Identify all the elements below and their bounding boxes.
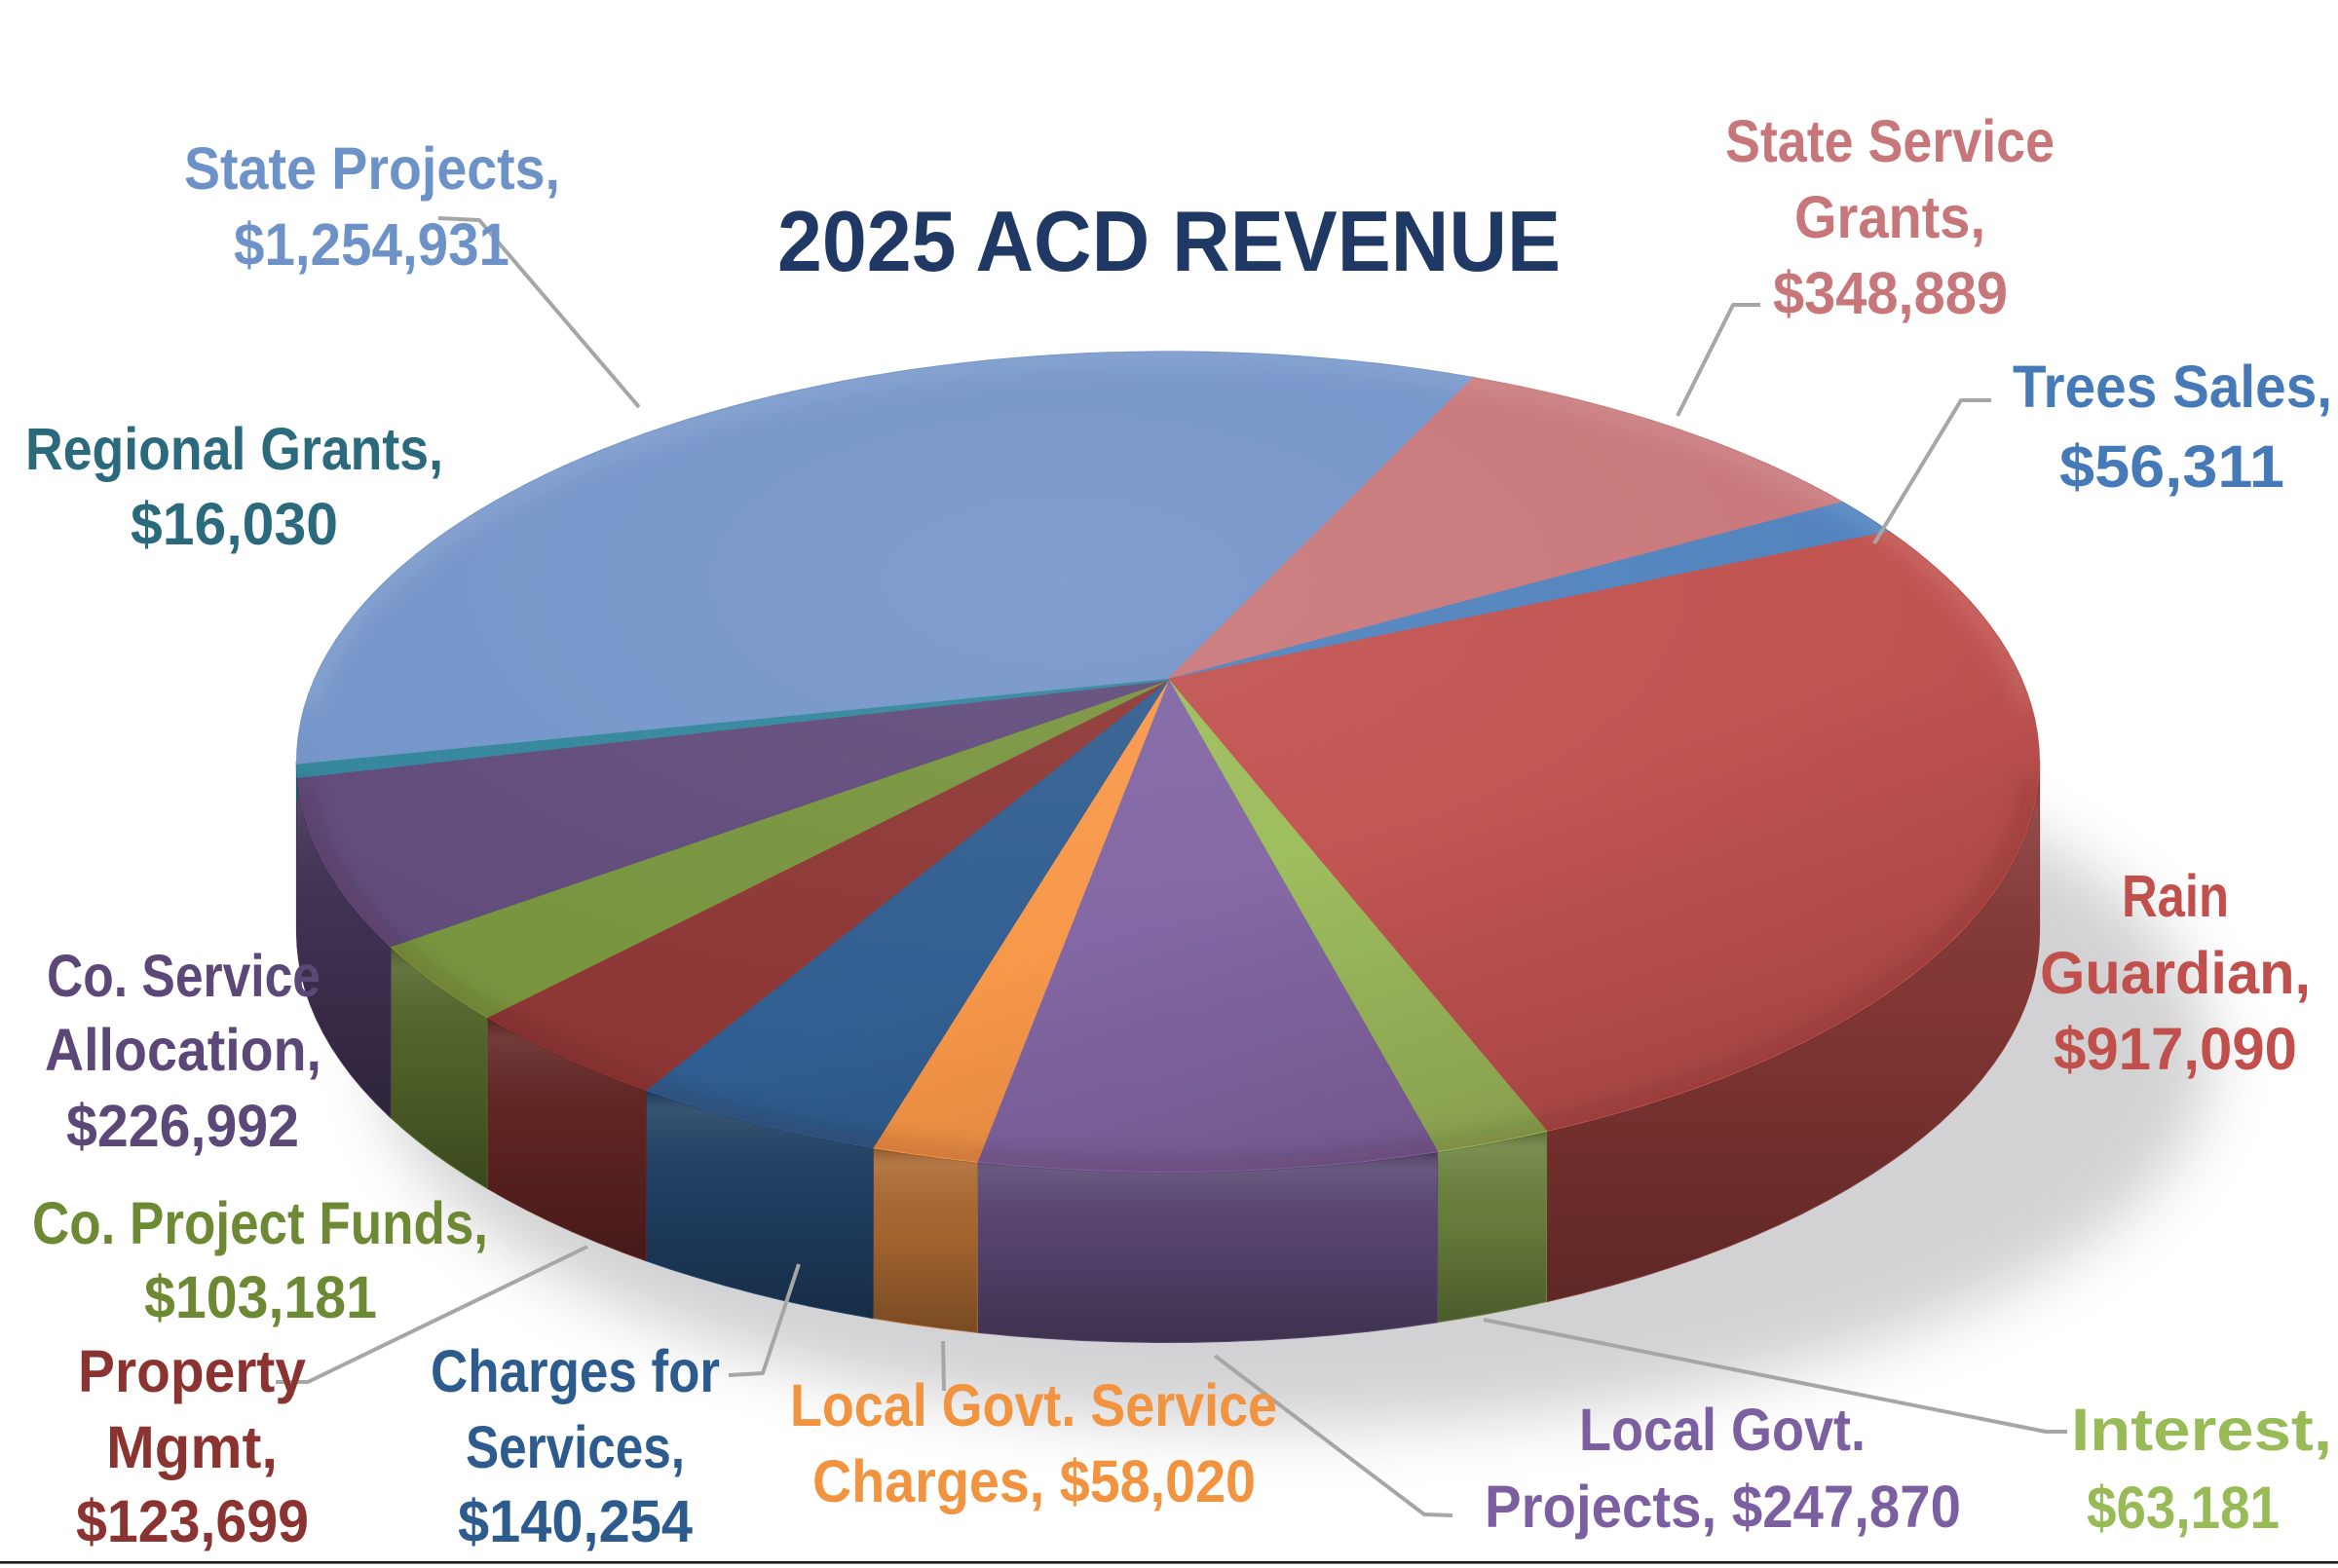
svg-text:Grants,: Grants, xyxy=(1794,184,1985,250)
svg-text:$103,181: $103,181 xyxy=(144,1264,377,1330)
svg-text:Guardian,: Guardian, xyxy=(2040,940,2311,1006)
svg-text:Co. Project Funds,: Co. Project Funds, xyxy=(32,1190,488,1256)
svg-text:$1,254,931: $1,254,931 xyxy=(234,211,509,278)
svg-text:Co. Service: Co. Service xyxy=(47,943,321,1009)
svg-text:Services,: Services, xyxy=(466,1414,685,1480)
svg-text:Mgmt,: Mgmt, xyxy=(106,1414,278,1480)
svg-text:Interest,: Interest, xyxy=(2071,1397,2332,1463)
svg-text:$123,699: $123,699 xyxy=(76,1488,309,1554)
svg-text:$917,090: $917,090 xyxy=(2054,1016,2297,1082)
svg-text:$226,992: $226,992 xyxy=(66,1093,299,1159)
svg-text:Allocation,: Allocation, xyxy=(45,1017,321,1083)
svg-text:State Projects,: State Projects, xyxy=(184,135,560,202)
svg-text:Local Govt.: Local Govt. xyxy=(1579,1397,1866,1463)
svg-text:$56,311: $56,311 xyxy=(2059,433,2284,500)
svg-text:Charges for: Charges for xyxy=(431,1338,720,1404)
svg-text:Projects, $247,870: Projects, $247,870 xyxy=(1485,1474,1961,1540)
svg-text:Trees Sales,: Trees Sales, xyxy=(2013,354,2332,420)
svg-text:$140,254: $140,254 xyxy=(458,1488,693,1554)
svg-text:Local Govt. Service: Local Govt. Service xyxy=(790,1372,1277,1438)
svg-text:$63,181: $63,181 xyxy=(2087,1475,2280,1541)
svg-text:Rain: Rain xyxy=(2122,863,2229,929)
svg-text:State Service: State Service xyxy=(1725,108,2055,174)
svg-text:$16,030: $16,030 xyxy=(131,491,338,557)
svg-text:Regional Grants,: Regional Grants, xyxy=(25,416,443,482)
svg-text:Charges, $58,020: Charges, $58,020 xyxy=(812,1448,1256,1514)
svg-text:2025 ACD REVENUE: 2025 ACD REVENUE xyxy=(777,193,1561,289)
svg-text:$348,889: $348,889 xyxy=(1773,260,2008,326)
svg-text:Property: Property xyxy=(78,1338,306,1404)
